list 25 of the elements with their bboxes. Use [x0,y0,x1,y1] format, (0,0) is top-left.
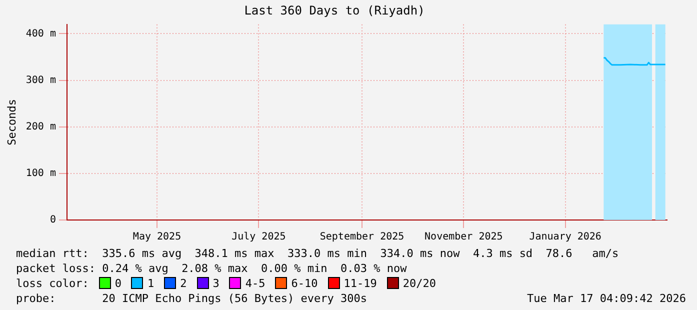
legend-label: 0 [114,277,122,290]
y-axis-title: Seconds [5,99,18,146]
chart-title: Last 360 Days to (Riyadh) [244,3,425,18]
x-tick-label: January 2026 [529,232,602,243]
legend-label: 20/20 [402,277,436,290]
y-tick-label: 300 m [26,74,56,86]
legend-label: 11-19 [344,277,377,290]
x-tick-label: July 2025 [232,232,286,243]
text: packet loss: 0.24 % avg 2.08 % max 0.00 % min 0.03 % now [16,261,408,276]
y-tick-label: 400 m [26,28,56,40]
y-tick-label: 200 m [26,121,56,132]
text: median rtt: 335.6 ms avg 348.1 ms max 333.0 ms min 334.0 ms now 4.3 ms sd 78.6 am/s [16,246,620,261]
legend-label: 2 [180,277,187,290]
text: probe: 20 ICMP Echo Pings (56 Bytes) every 300s [16,292,367,305]
legend-title: loss color: [16,277,89,290]
y-tick-label: 100 m [26,168,56,180]
x-tick-label: November 2025 [424,232,503,243]
x-tick-label: May 2025 [132,232,182,243]
legend-label: 1 [147,277,154,290]
legend-label: 3 [212,277,220,290]
text: Tue Mar 17 04:09:42 2026 [527,291,686,306]
y-tick-label: 0 [50,214,56,226]
x-tick-label: September 2025 [320,232,404,243]
legend-label: 4-5 [245,277,266,290]
legend-label: 6-10 [291,277,318,290]
